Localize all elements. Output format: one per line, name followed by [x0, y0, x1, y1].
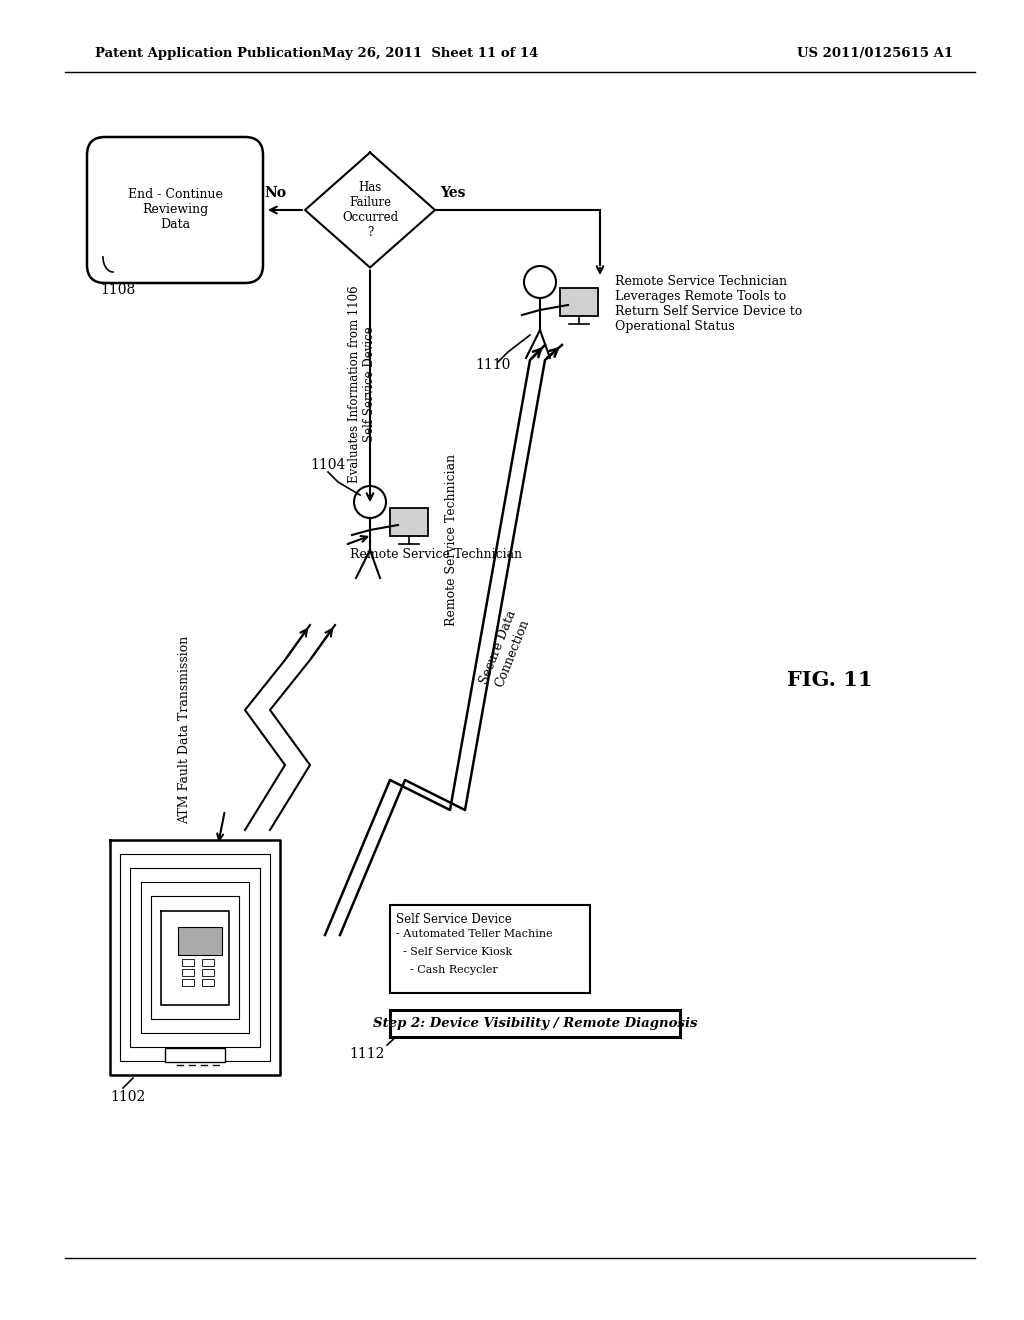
Text: Evaluates Information from 1106
Self Service Device: Evaluates Information from 1106 Self Ser…	[348, 285, 376, 483]
Text: 1104: 1104	[310, 458, 345, 473]
Bar	[390, 906, 590, 993]
Text: No: No	[264, 186, 286, 201]
Text: - Self Service Kiosk: - Self Service Kiosk	[396, 946, 512, 957]
Text: 1102: 1102	[110, 1090, 145, 1104]
Bar	[202, 979, 214, 986]
Bar	[390, 508, 428, 536]
Text: - Automated Teller Machine: - Automated Teller Machine	[396, 929, 553, 939]
Text: Step 2: Device Visibility / Remote Diagnosis: Step 2: Device Visibility / Remote Diagn…	[373, 1016, 697, 1030]
Polygon shape	[305, 153, 435, 268]
Text: ATM Fault Data Transmission: ATM Fault Data Transmission	[178, 636, 191, 824]
Text: Has
Failure
Occurred
?: Has Failure Occurred ?	[342, 181, 398, 239]
Text: 1110: 1110	[475, 358, 510, 372]
Text: Yes: Yes	[440, 186, 466, 201]
Text: FIG. 11: FIG. 11	[787, 671, 872, 690]
Bar	[202, 969, 214, 975]
Bar	[178, 927, 222, 954]
Bar	[560, 288, 598, 315]
Text: 1112: 1112	[349, 1047, 385, 1061]
Text: US 2011/0125615 A1: US 2011/0125615 A1	[797, 46, 953, 59]
Bar	[182, 979, 194, 986]
Text: Remote Service Technician
Leverages Remote Tools to
Return Self Service Device t: Remote Service Technician Leverages Remo…	[615, 275, 802, 333]
Text: Secure Data
Connection: Secure Data Connection	[477, 609, 532, 692]
FancyBboxPatch shape	[87, 137, 263, 282]
Text: - Cash Recycler: - Cash Recycler	[396, 965, 498, 975]
Text: Remote Service Technician: Remote Service Technician	[350, 548, 522, 561]
Text: End - Continue
Reviewing
Data: End - Continue Reviewing Data	[128, 189, 222, 231]
Polygon shape	[110, 840, 280, 1074]
Bar	[182, 969, 194, 975]
Text: Patent Application Publication: Patent Application Publication	[95, 46, 322, 59]
Text: 1108: 1108	[100, 282, 135, 297]
Text: Self Service Device: Self Service Device	[396, 913, 512, 927]
Text: May 26, 2011  Sheet 11 of 14: May 26, 2011 Sheet 11 of 14	[322, 46, 539, 59]
Bar	[390, 1010, 680, 1038]
Text: Remote Service Technician: Remote Service Technician	[445, 454, 458, 626]
Bar	[202, 960, 214, 966]
Bar	[182, 960, 194, 966]
Bar	[165, 1048, 225, 1063]
